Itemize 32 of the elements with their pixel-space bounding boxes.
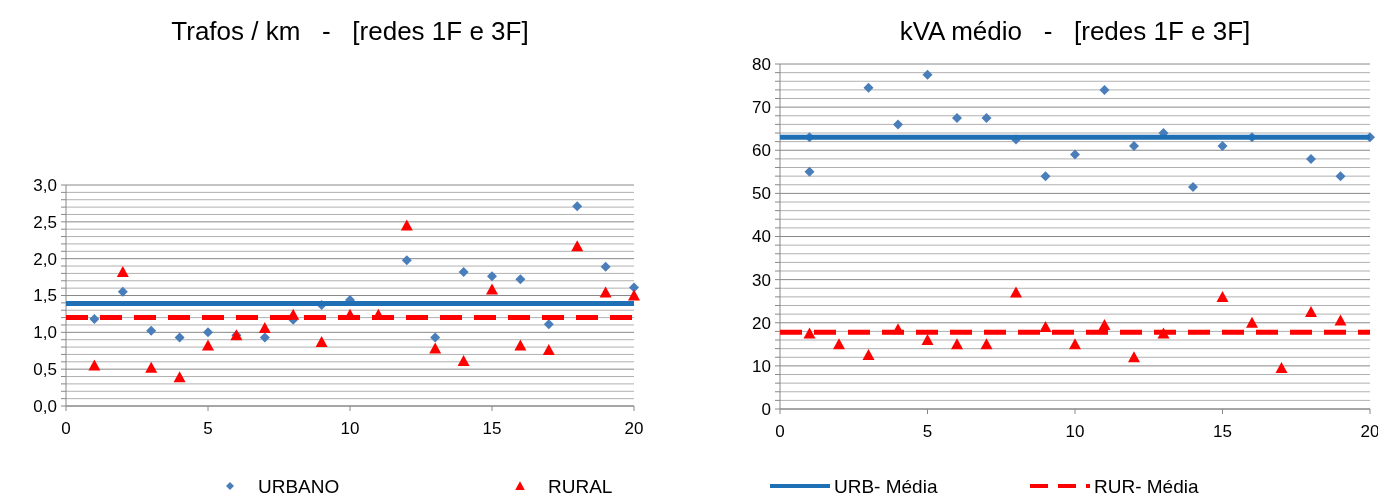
y-tick-label: 20 [752,313,771,333]
y-tick-label: 3,0 [33,175,57,195]
y-tick-label: 2,5 [33,212,57,232]
y-tick-label: 70 [752,98,771,118]
y-tick-label: 1,0 [33,323,57,343]
legend-label: RURAL [548,475,613,497]
y-tick-label: 0,5 [33,360,57,380]
chart-title: Trafos / km - [redes 1F e 3F] [171,16,529,46]
y-tick-label: 10 [752,356,771,376]
y-tick-label: 2,0 [33,249,57,269]
y-tick-label: 80 [752,54,771,74]
y-tick-label: 0 [761,399,771,419]
x-tick-label: 15 [482,419,502,438]
x-tick-label: 15 [1213,422,1232,441]
y-tick-label: 50 [752,184,771,204]
x-tick-label: 20 [1360,422,1378,441]
x-tick-label: 5 [203,419,213,438]
legend-label: URB- Média [834,475,938,497]
x-tick-label: 0 [775,422,785,441]
x-tick-label: 20 [624,419,644,438]
y-tick-label: 40 [752,227,771,247]
chart-title: kVA médio - [redes 1F e 3F] [899,16,1251,46]
y-tick-label: 1,5 [33,286,57,306]
x-tick-label: 5 [922,422,933,441]
x-tick-label: 10 [340,419,360,438]
y-tick-label: 0,0 [33,396,57,416]
y-tick-label: 30 [752,270,771,290]
legend-label: RUR- Média [1094,475,1199,497]
x-tick-label: 0 [61,419,71,438]
y-tick-label: 60 [752,141,771,161]
x-tick-label: 10 [1065,422,1085,441]
legend-label: URBANO [258,475,340,497]
